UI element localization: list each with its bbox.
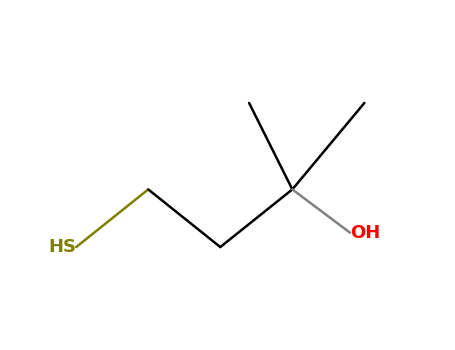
Text: HS: HS [48, 238, 76, 256]
Text: OH: OH [350, 224, 380, 241]
